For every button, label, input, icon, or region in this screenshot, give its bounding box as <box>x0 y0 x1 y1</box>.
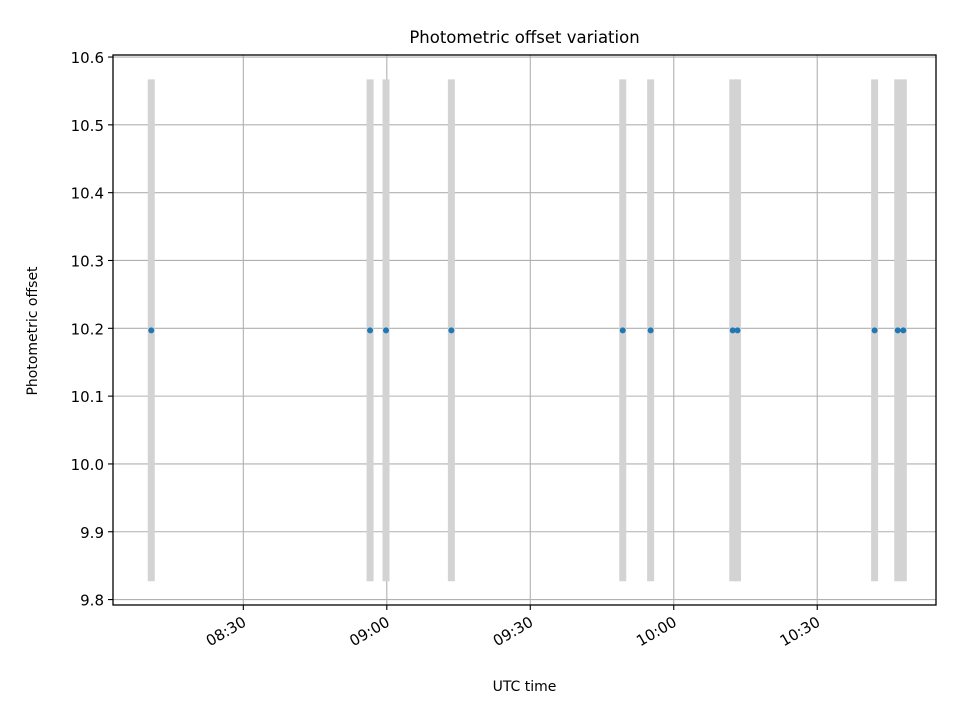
y-tick-label: 9.9 <box>80 524 104 542</box>
y-tick-label: 10.6 <box>71 49 104 67</box>
x-axis-label: UTC time <box>493 679 557 695</box>
data-point <box>900 327 907 334</box>
data-point <box>734 327 741 334</box>
y-tick-label: 9.8 <box>80 592 104 610</box>
y-axis-ticks: 9.8 9.9 10.0 10.1 10.2 10.3 10.4 10.5 10.6 <box>71 49 113 610</box>
y-tick-label: 10.3 <box>71 252 104 270</box>
y-tick-label: 10.2 <box>71 320 104 338</box>
y-axis-label: Photometric offset <box>25 266 41 396</box>
y-tick-label: 10.5 <box>71 117 104 135</box>
data-point <box>383 327 390 334</box>
y-tick-label: 10.0 <box>71 456 104 474</box>
data-point <box>148 327 155 334</box>
y-tick-label: 10.4 <box>71 185 104 203</box>
data-point <box>871 327 878 334</box>
plot-frame <box>112 54 937 606</box>
data-point <box>894 327 901 334</box>
y-tick-label: 10.1 <box>71 388 104 406</box>
data-point <box>619 327 626 334</box>
data-point <box>367 327 374 334</box>
data-point <box>647 327 654 334</box>
chart-title: Photometric offset variation <box>409 28 639 47</box>
data-point <box>729 327 736 334</box>
data-point <box>448 327 455 334</box>
data-points <box>148 327 907 334</box>
